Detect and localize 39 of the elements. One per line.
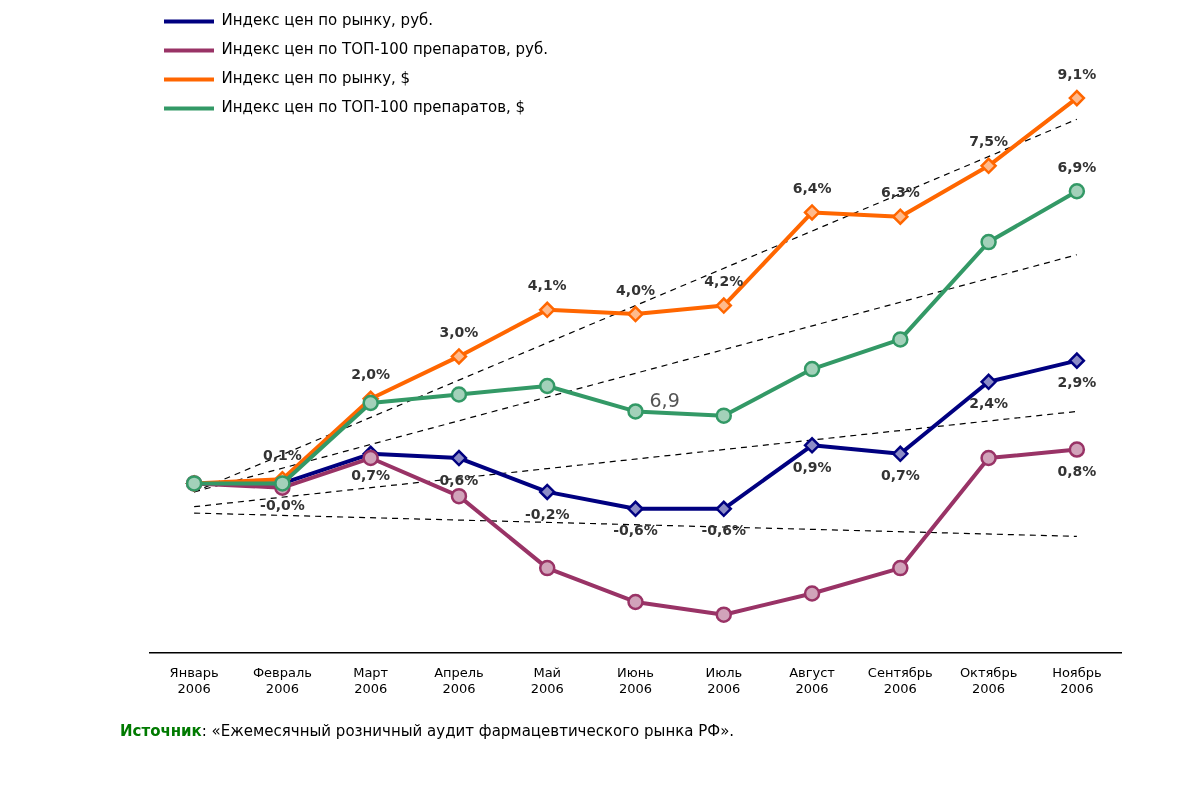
data-label: 3,0% [439,324,479,341]
text: Источник: «Ежемесячный розничный аудит фармацевтического рынка РФ». [120,722,735,740]
x-tick-label: Июль 2006 [705,664,743,696]
data-label: 0,1% [263,446,302,463]
data-label: 0,7% [351,467,391,484]
data-label: -0,6% [613,522,658,539]
annotation: 6,9 [649,389,680,412]
x-tick-label: Февраль 2006 [252,664,312,696]
data-label: 9,1% [1057,65,1097,82]
legend-label: Индекс цен по рынку, $ [221,69,411,88]
data-label: -0,2% [524,505,570,522]
data-label: 2,4% [969,395,1008,412]
x-tick-label: Октябрь 2006 [959,664,1018,696]
data-label: 6,3% [880,184,920,201]
data-label: 7,5% [969,133,1008,150]
data-label: 4,0% [616,281,655,298]
x-tick-label: Ноябрь 2006 [1052,664,1102,696]
x-tick-label: Март 2006 [353,664,389,696]
x-tick-label: Апрель 2006 [434,664,484,696]
data-label: 0,7% [880,467,920,484]
data-label: 0,9% [792,458,832,475]
data-label: 0,6% [439,471,479,488]
data-label: 2,9% [1057,374,1097,391]
data-label: 6,4% [792,180,832,197]
x-tick-label: Август 2006 [789,664,836,696]
x-tick-label: Сентябрь 2006 [867,664,933,696]
data-label: -0,0% [260,497,305,514]
data-label: 4,1% [527,277,567,294]
legend-label: Индекс цен по ТОП-100 препаратов, руб. [221,40,549,59]
data-label: 0,8% [1057,463,1097,480]
data-label: 2,0% [351,366,391,383]
data-label: 6,9% [1057,158,1097,175]
x-tick-label: Июнь 2006 [617,664,654,696]
data-label: -0,6% [701,522,747,539]
legend-label: Индекс цен по рынку, руб. [221,11,434,30]
legend-label: Индекс цен по ТОП-100 препаратов, $ [221,98,526,117]
x-tick-label: Январь 2006 [169,664,219,696]
x-tick-label: Май 2006 [530,664,564,696]
data-label: 4,2% [704,273,744,290]
